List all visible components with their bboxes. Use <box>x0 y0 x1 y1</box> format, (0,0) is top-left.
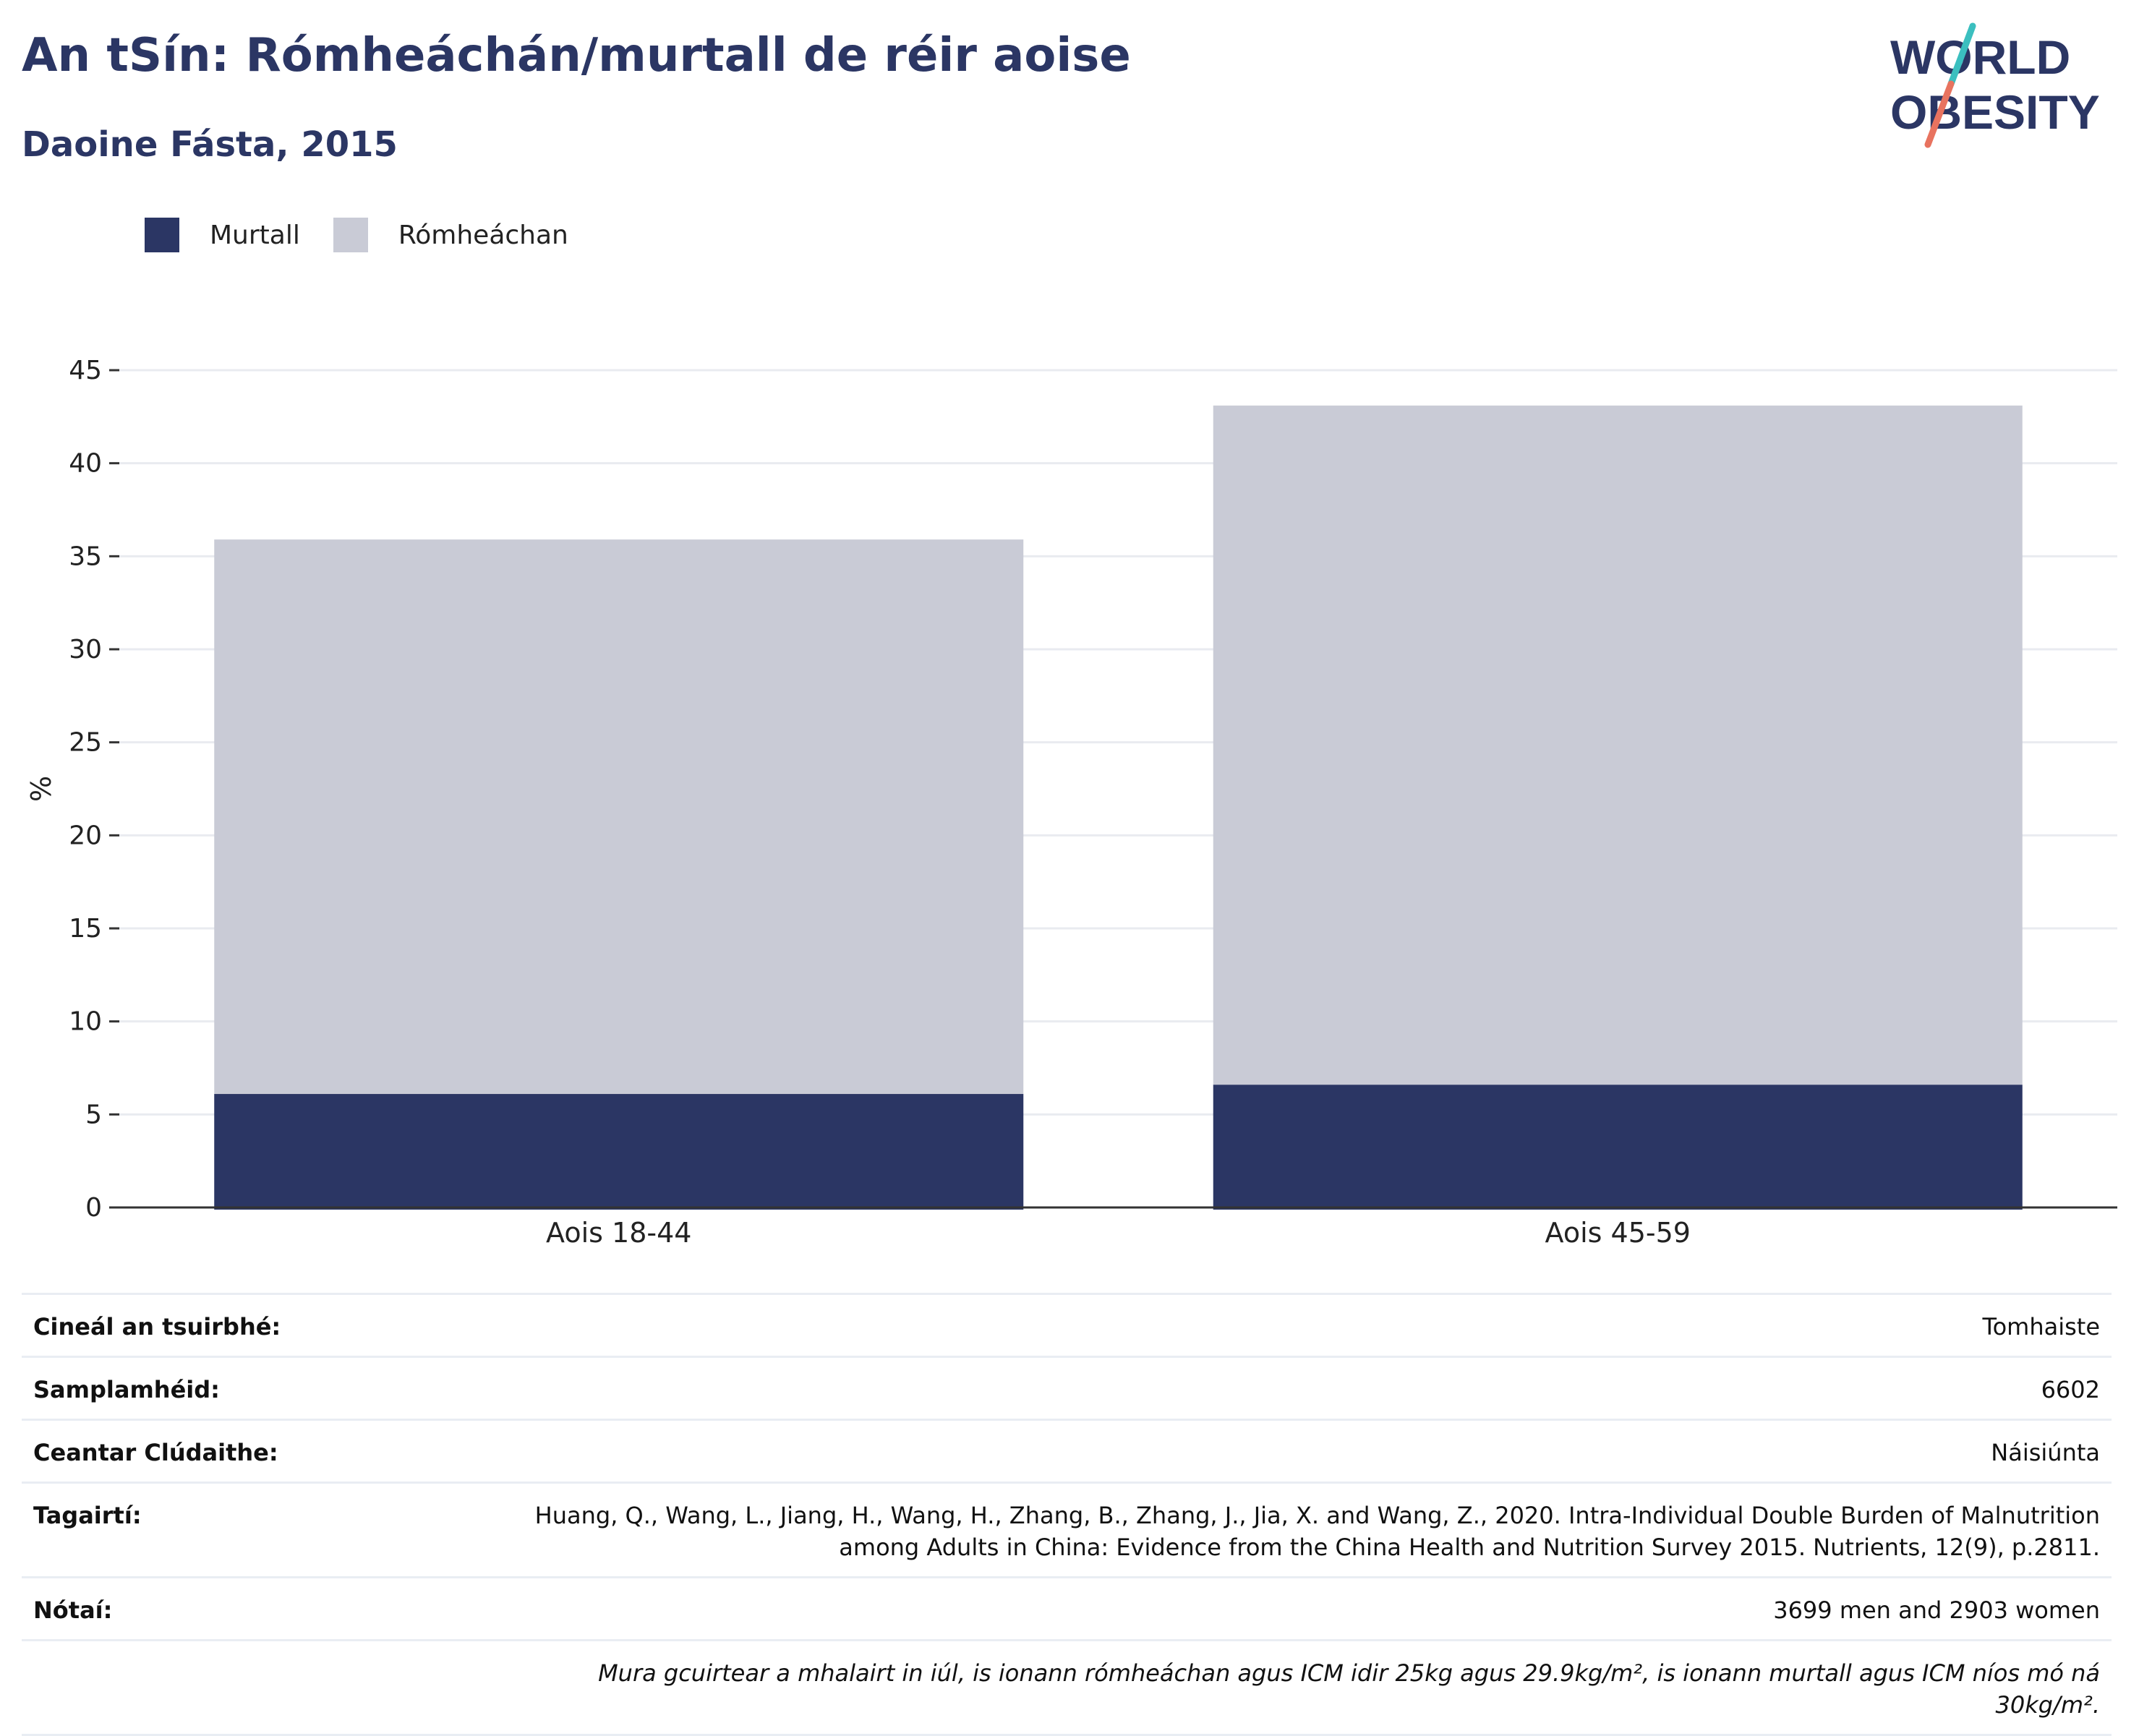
y-tick-label: 5 <box>85 1100 102 1129</box>
info-row-survey-type: Cineál an tsuirbhé: Tomhaiste <box>22 1293 2112 1356</box>
legend-swatch-romheachan <box>333 218 368 252</box>
notes-value: 3699 men and 2903 women <box>1773 1596 2100 1624</box>
legend-swatch-murtall <box>145 218 179 252</box>
y-tick-label: 35 <box>69 542 102 571</box>
bar-chart: 0 5 10 15 20 25 30 35 40 45% Aois 18-44 Aois 45-59 <box>25 356 2117 1249</box>
y-tick-label: 40 <box>69 449 102 479</box>
y-tick-label: 0 <box>85 1193 102 1223</box>
legend-item-murtall: Murtall <box>145 218 300 252</box>
y-tick-label: 10 <box>69 1007 102 1037</box>
bar-murtall <box>214 1094 1024 1210</box>
area-covered-label: Ceantar Clúdaithe: <box>33 1439 278 1466</box>
y-tick-label: 45 <box>69 356 102 385</box>
info-row-sample-size: Samplamhéid: 6602 <box>22 1356 2112 1419</box>
logo-line1: WORLD <box>1890 30 2070 84</box>
y-tick-label: 20 <box>69 821 102 850</box>
area-covered-value: Náisiúnta <box>1991 1439 2100 1466</box>
y-axis-label: % <box>25 776 57 802</box>
chart-legend: Murtall Rómheáchan <box>145 217 602 253</box>
survey-type-label: Cineál an tsuirbhé: <box>33 1313 281 1341</box>
sample-size-label: Samplamhéid: <box>33 1376 220 1403</box>
chart-subtitle: Daoine Fásta, 2015 <box>22 124 398 165</box>
survey-type-value: Tomhaiste <box>1982 1313 2100 1341</box>
definition-note: Mura gcuirtear a mhalairt in iúl, is ion… <box>598 1659 2100 1719</box>
bar-murtall <box>1213 1085 2023 1210</box>
info-table: Cineál an tsuirbhé: Tomhaiste Samplamhéi… <box>22 1293 2112 1736</box>
legend-label-murtall: Murtall <box>210 220 300 250</box>
logo-line2: OBESITY <box>1890 85 2100 139</box>
info-row-references: Tagairtí: Huang, Q., Wang, L., Jiang, H.… <box>22 1481 2112 1576</box>
world-obesity-logo: WORLD OBESITY <box>1890 22 2100 148</box>
info-row-area-covered: Ceantar Clúdaithe: Náisiúnta <box>22 1419 2112 1481</box>
y-tick-label: 15 <box>69 914 102 944</box>
x-tick-label: Aois 45-59 <box>1545 1217 1691 1249</box>
references-label: Tagairtí: <box>33 1502 142 1529</box>
y-tick-label: 25 <box>69 728 102 758</box>
bar-romheachan <box>214 539 1024 1095</box>
legend-item-romheachan: Rómheáchan <box>333 218 568 252</box>
notes-label: Nótaí: <box>33 1596 113 1624</box>
references-value: Huang, Q., Wang, L., Jiang, H., Wang, H.… <box>534 1502 2100 1561</box>
y-tick-label: 30 <box>69 635 102 664</box>
info-row-definition-note: Mura gcuirtear a mhalairt in iúl, is ion… <box>22 1639 2112 1736</box>
bar-romheachan <box>1213 405 2023 1085</box>
sample-size-value: 6602 <box>2041 1376 2100 1403</box>
x-tick-label: Aois 18-44 <box>546 1217 691 1249</box>
legend-label-romheachan: Rómheáchan <box>398 220 568 250</box>
info-row-notes: Nótaí: 3699 men and 2903 women <box>22 1576 2112 1639</box>
chart-title: An tSín: Rómheáchán/murtall de réir aois… <box>22 29 1131 82</box>
